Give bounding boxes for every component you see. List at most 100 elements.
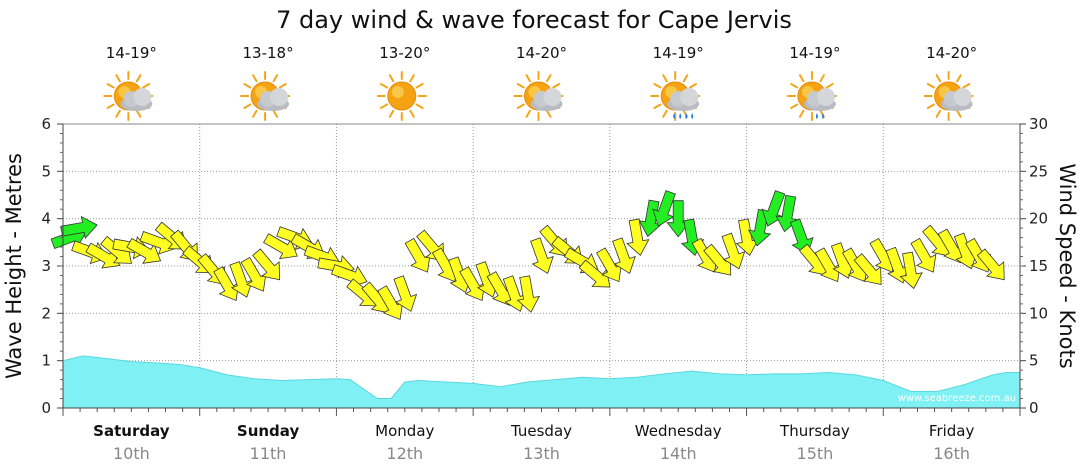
temperature-range: 14-20°	[516, 44, 567, 62]
sun-ray	[790, 103, 799, 109]
showers-icon	[786, 71, 837, 121]
wind-arrow	[910, 237, 937, 273]
raindrop-icon	[821, 113, 824, 119]
cloud-icon	[803, 88, 836, 119]
date-label: 14th	[660, 444, 697, 463]
wind-arrow	[596, 247, 622, 283]
wind-arrow	[652, 190, 676, 227]
sun-ray	[525, 109, 531, 118]
sun-ray	[798, 74, 805, 83]
wind-arrow	[578, 259, 611, 288]
sun-ray	[409, 109, 415, 118]
raindrop-icon	[691, 113, 694, 119]
sun-ray	[115, 74, 121, 83]
sun-rays-icon	[376, 71, 427, 121]
cloud-puff	[953, 88, 972, 106]
partly-cloudy-icon	[103, 71, 154, 121]
sun-ray	[516, 83, 525, 89]
left-tick-label: 1	[41, 352, 51, 370]
temperature-range: 14-19°	[106, 44, 157, 62]
wind-arrow	[85, 242, 121, 269]
raindrop-icon	[815, 113, 818, 119]
x-axis: Saturday 10th Sunday 11th Monday 12th Tuesday 1…	[62, 407, 1021, 463]
sun-ray	[935, 74, 942, 83]
right-tick-label: 20	[1029, 210, 1048, 228]
day-label: Monday	[375, 422, 434, 440]
cloud-puff	[680, 88, 699, 106]
sun-ray	[243, 103, 252, 109]
left-tick-label: 2	[41, 304, 51, 322]
cloud-puff	[270, 88, 289, 106]
temperature-range: 14-20°	[926, 44, 977, 62]
sun-ray	[409, 74, 415, 83]
sun-ray	[962, 83, 971, 89]
sun-ray	[106, 83, 115, 89]
sun-ray	[272, 74, 279, 83]
cloud-icon	[530, 88, 563, 111]
cloud-puff	[816, 88, 835, 106]
sun-ray	[688, 83, 697, 89]
sun-ray	[546, 109, 552, 118]
right-axis-title: Wind Speed - Knots	[1055, 163, 1079, 368]
wind-arrow	[612, 237, 636, 275]
sun-ray	[825, 83, 834, 89]
wind-arrow	[263, 233, 298, 260]
day-label: Saturday	[93, 422, 170, 440]
sun-ray	[106, 103, 115, 109]
wind-arrow	[626, 218, 650, 256]
sun-highlight	[391, 86, 404, 98]
cloud-icon	[940, 88, 973, 111]
date-label: 11th	[250, 444, 287, 463]
wind-arrow	[252, 248, 281, 281]
day-label: Friday	[929, 422, 975, 440]
sun-ray	[956, 109, 962, 118]
temperature-range: 14-19°	[653, 44, 704, 62]
wind-arrow	[393, 275, 418, 312]
sun-ray	[682, 74, 689, 83]
partly-cloudy-icon	[240, 71, 291, 121]
sunny-icon	[376, 71, 427, 121]
wind-arrow	[213, 266, 240, 302]
sun-ray	[388, 109, 395, 118]
right-tick-label: 15	[1029, 257, 1048, 275]
weather-forecast-row: 14-19° 13-18° 13-20° 14-20° 14-19° 14-19° 14-2…	[103, 44, 977, 121]
sun-ray	[956, 74, 962, 83]
date-label: 12th	[386, 444, 423, 463]
sun-ray	[653, 103, 662, 109]
day-label: Wednesday	[635, 422, 722, 440]
cloud-icon	[257, 88, 290, 111]
temperature-range: 13-18°	[243, 44, 294, 62]
wind-arrow	[240, 256, 267, 292]
sun-ray	[935, 109, 942, 118]
left-tick-label: 3	[41, 257, 51, 275]
cloud-icon	[667, 88, 700, 119]
sun-ray	[142, 83, 151, 89]
left-tick-label: 4	[41, 210, 51, 228]
wind-arrow	[814, 247, 841, 283]
right-tick-label: 5	[1029, 352, 1039, 370]
sun-ray	[798, 109, 805, 118]
day-label: Tuesday	[510, 422, 572, 440]
date-label: 15th	[797, 444, 834, 463]
right-tick-label: 10	[1029, 304, 1048, 322]
sun-ray	[278, 83, 287, 89]
wind-arrow	[885, 246, 910, 284]
temperature-range: 14-19°	[789, 44, 840, 62]
date-label: 16th	[933, 444, 970, 463]
sun-ray	[546, 74, 552, 83]
date-label: 10th	[113, 444, 150, 463]
left-tick-label: 0	[41, 399, 51, 417]
sun-ray	[516, 103, 525, 109]
day-label: Sunday	[237, 422, 300, 440]
sun-ray	[388, 74, 395, 83]
wind-arrow	[516, 275, 541, 313]
sun-ray	[926, 103, 935, 109]
left-tick-label: 6	[41, 115, 51, 133]
partly-cloudy-icon	[923, 71, 974, 121]
date-label: 13th	[523, 444, 560, 463]
wind-arrow	[853, 253, 882, 285]
wind-arrow	[126, 237, 162, 264]
cloud-puff	[543, 88, 562, 106]
sun-ray	[115, 109, 121, 118]
